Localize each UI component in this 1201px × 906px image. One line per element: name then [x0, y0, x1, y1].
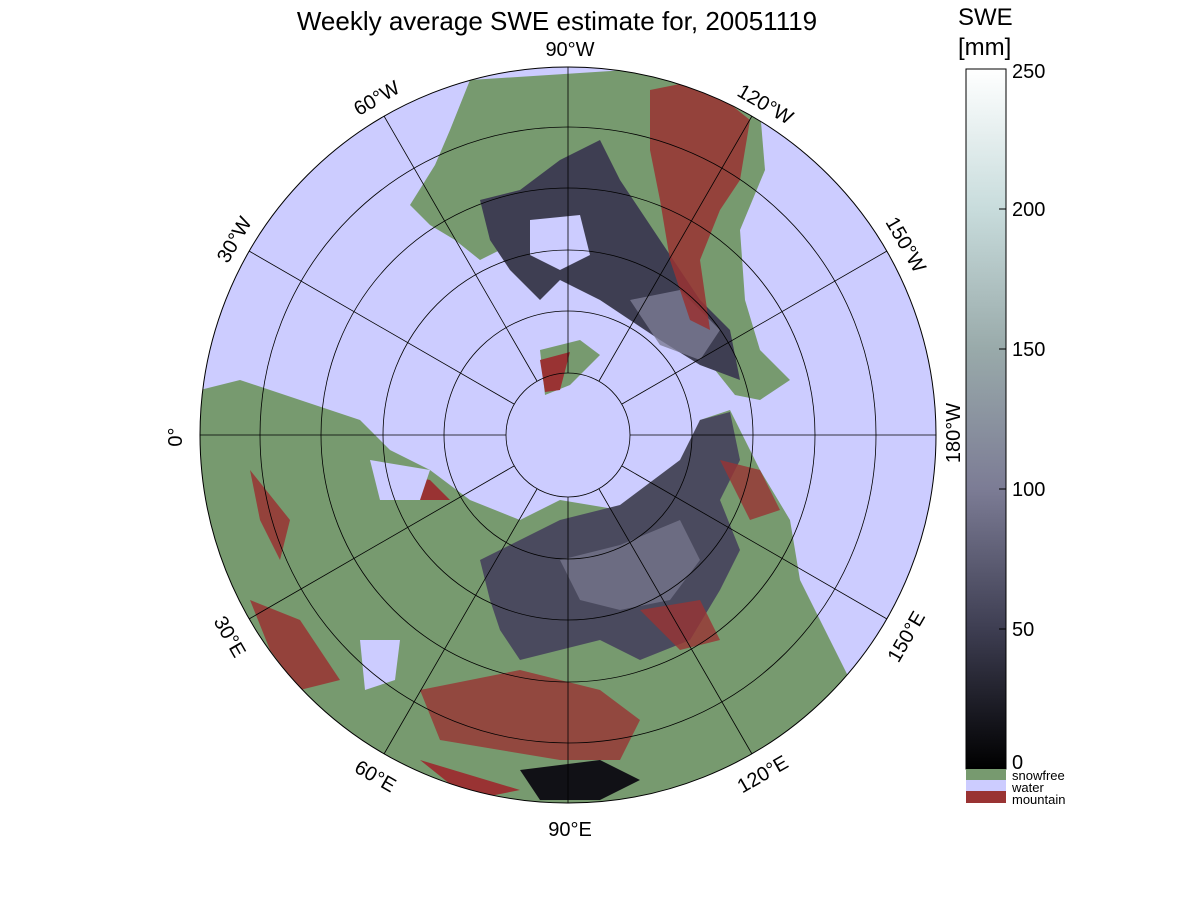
figure-title: Weekly average SWE estimate for, 2005111… [297, 6, 817, 36]
swatch-water [966, 780, 1006, 791]
land-alaska [715, 330, 790, 400]
colorbar-title-line2: [mm] [958, 34, 1011, 61]
label-90w: 90°W [545, 39, 594, 61]
swatch-snowfree [966, 769, 1006, 780]
label-0: 0° [165, 427, 187, 446]
colorbar-tick-labels: 0 50 100 150 200 250 [1012, 61, 1045, 774]
land-layer [200, 67, 860, 803]
tick-label-150: 150 [1012, 339, 1045, 361]
colorbar: SWE [mm] 0 50 100 150 200 250 snowfree w… [958, 4, 1065, 807]
map-border [199, 66, 937, 804]
tick-label-50: 50 [1012, 619, 1034, 641]
hudson-bay [530, 215, 590, 270]
inland-water [360, 640, 400, 690]
label-60e: 60°E [351, 756, 400, 797]
tick-label-0: 0 [1012, 752, 1023, 774]
tick-label-200: 200 [1012, 199, 1045, 221]
graticule [200, 67, 936, 803]
tick-label-250: 250 [1012, 61, 1045, 83]
label-mountain: mountain [1012, 792, 1065, 807]
label-90e: 90°E [548, 819, 592, 841]
label-180w: 180°W [943, 403, 965, 463]
baltic-water [370, 460, 430, 500]
colorbar-title-line1: SWE [958, 4, 1013, 31]
label-snowfree: snowfree [1012, 768, 1065, 783]
label-150e: 150°E [884, 608, 930, 666]
tick-label-100: 100 [1012, 479, 1045, 501]
swatch-mountain [966, 791, 1006, 803]
label-water: water [1011, 780, 1044, 795]
polar-map: 90°W 60°W 120°W 30°W 150°W 0° 180°W 30°E… [165, 39, 965, 841]
snow-tibet [520, 760, 640, 800]
snow-siberia [480, 412, 740, 660]
label-30e: 30°E [209, 613, 250, 662]
colorbar-gradient [965, 68, 1007, 770]
snow-siberia-light [560, 520, 700, 610]
